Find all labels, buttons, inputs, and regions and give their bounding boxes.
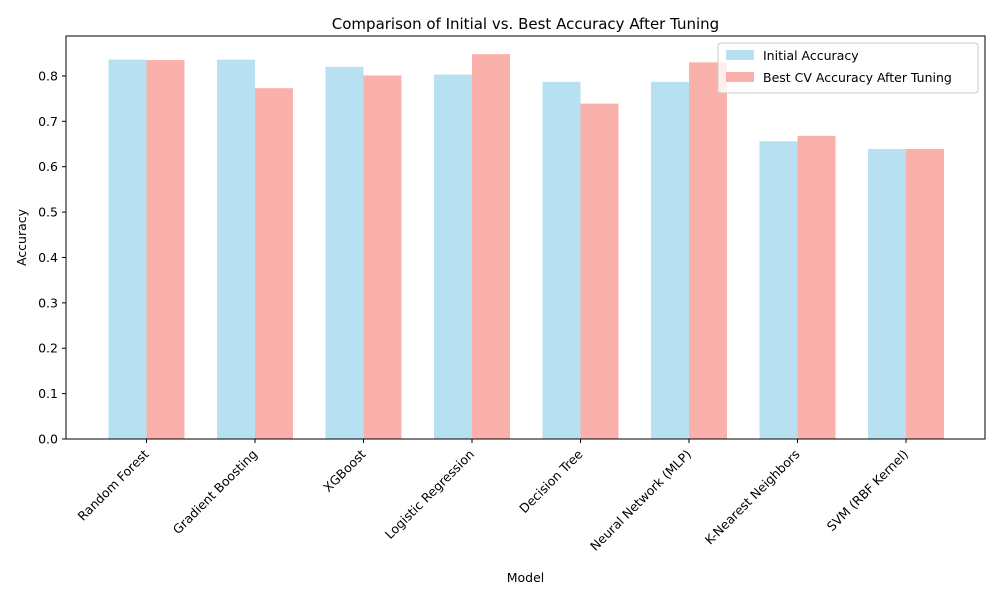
bars-layer [108,54,944,440]
bar-tuned-6 [797,135,836,439]
x-axis: Random Forest Gradient Boosting XGBoost Log… [74,439,911,554]
bar-initial-2 [325,66,364,440]
y-tick-label: 0.6 [38,159,58,174]
legend-label-tuned: Best CV Accuracy After Tuning [763,70,952,85]
legend-box [717,42,979,94]
legend-swatch-initial [726,50,754,60]
y-tick-label: 0.7 [38,114,58,129]
legend-label-initial: Initial Accuracy [763,48,859,63]
y-tick-label: 0.3 [38,295,58,310]
bar-tuned-3 [472,54,510,440]
x-axis-label: Model [507,570,545,585]
bar-initial-7 [868,149,906,440]
x-tick-label: SVM (RBF Kernel) [824,447,911,534]
y-tick-label: 0.1 [38,386,58,401]
bar-tuned-4 [580,103,619,440]
bar-initial-5 [651,81,689,440]
x-tick-label: Logistic Regression [382,447,477,542]
legend: Initial Accuracy Best CV Accuracy After … [717,42,979,94]
bar-initial-1 [217,59,255,440]
y-tick-label: 0.4 [38,250,58,265]
y-tick-label: 0.5 [38,205,58,220]
x-tick-label: K-Nearest Neighbors [702,447,803,548]
bar-tuned-2 [363,75,402,440]
bar-initial-0 [108,59,147,440]
legend-swatch-tuned [726,72,754,82]
bar-tuned-1 [255,88,293,440]
y-axis-label: Accuracy [14,208,29,266]
bar-tuned-0 [146,60,185,440]
y-axis: 0.0 0.1 0.2 0.3 0.4 0.5 0.6 0.7 0.8 [38,68,66,447]
chart-title: Comparison of Initial vs. Best Accuracy … [332,15,719,33]
y-tick-label: 0.2 [38,341,58,356]
x-tick-label: Decision Tree [516,446,586,516]
bar-initial-4 [542,81,581,440]
x-tick-label: Gradient Boosting [170,447,261,538]
bar-tuned-7 [906,149,944,440]
bar-tuned-5 [689,62,727,439]
x-tick-label: XGBoost [320,446,369,495]
x-tick-label: Neural Network (MLP) [587,447,694,554]
y-tick-label: 0.0 [38,432,58,447]
y-tick-label: 0.8 [38,68,58,83]
bar-initial-3 [434,74,472,440]
x-tick-label: Random Forest [74,446,151,523]
bar-initial-6 [759,141,798,440]
plot-frame [65,35,986,440]
